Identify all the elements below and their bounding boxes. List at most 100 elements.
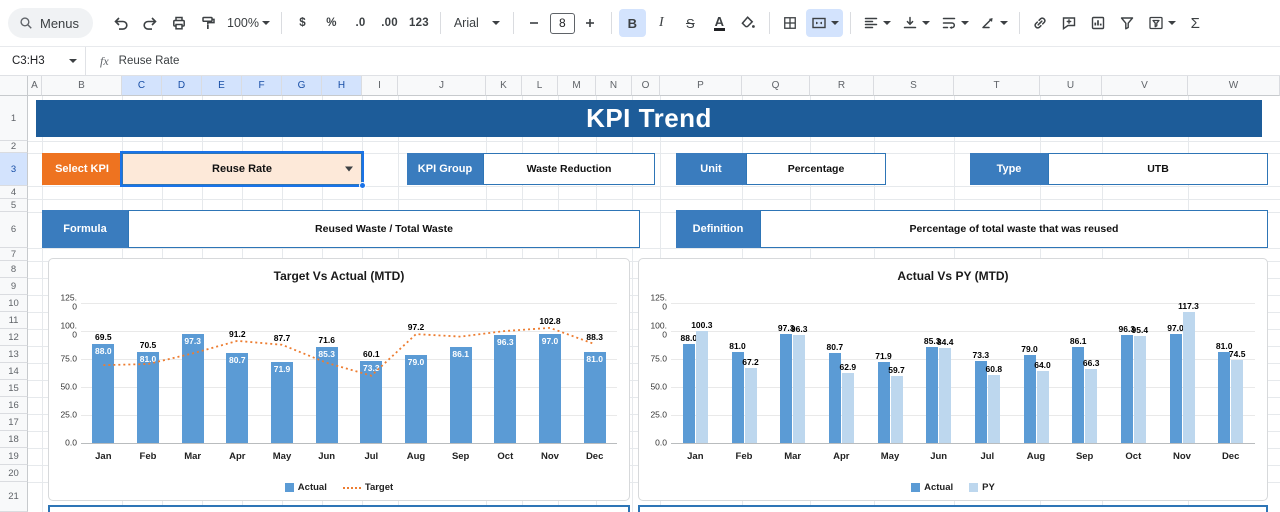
- horizontal-align-button[interactable]: [858, 9, 895, 37]
- legend-item: Actual: [911, 482, 953, 493]
- data-label: 79.0: [1021, 343, 1038, 354]
- type-value[interactable]: UTB: [1048, 153, 1268, 185]
- formula-input[interactable]: Reuse Rate: [118, 55, 180, 67]
- definition-value[interactable]: Percentage of total waste that was reuse…: [760, 210, 1268, 248]
- sheet-area[interactable]: KPI Trend Select KPI Reuse Rate KPI Grou…: [28, 96, 1280, 512]
- insert-link-button[interactable]: [1027, 9, 1054, 37]
- text-rotation-button[interactable]: [975, 9, 1012, 37]
- column-header-M[interactable]: M: [558, 76, 596, 96]
- column-header-A[interactable]: A: [28, 76, 42, 96]
- unit-value[interactable]: Percentage: [746, 153, 886, 185]
- redo-button[interactable]: [136, 9, 163, 37]
- increase-font-size-button[interactable]: [577, 9, 604, 37]
- column-header-T[interactable]: T: [954, 76, 1040, 96]
- row-header-5[interactable]: 5: [0, 199, 28, 212]
- row-header-6[interactable]: 6: [0, 212, 28, 248]
- row-header-19[interactable]: 19: [0, 448, 28, 465]
- font-size-input[interactable]: 8: [549, 12, 575, 34]
- merge-cells-button[interactable]: [805, 9, 843, 37]
- chart-target-vs-actual[interactable]: Target Vs Actual (MTD) 0.0 25.0 50.0 75.0 10…: [48, 258, 630, 501]
- column-header-I[interactable]: I: [362, 76, 398, 96]
- vertical-align-button[interactable]: [897, 9, 934, 37]
- column-header-K[interactable]: K: [486, 76, 522, 96]
- functions-button[interactable]: Σ: [1190, 14, 1200, 32]
- column-header-J[interactable]: J: [398, 76, 486, 96]
- data-label: 62.9: [839, 361, 857, 372]
- decrease-decimal-button[interactable]: .0: [355, 17, 366, 29]
- column-header-O[interactable]: O: [632, 76, 660, 96]
- select-all-corner[interactable]: [0, 76, 28, 96]
- row-header-4[interactable]: 4: [0, 186, 28, 199]
- column-header-H[interactable]: H: [322, 76, 362, 96]
- column-header-R[interactable]: R: [810, 76, 874, 96]
- kpi-group-value[interactable]: Waste Reduction: [483, 153, 655, 185]
- decrease-font-size-button[interactable]: [521, 9, 548, 37]
- fill-color-button[interactable]: [735, 9, 762, 37]
- paint-format-button[interactable]: [194, 9, 221, 37]
- row-header-15[interactable]: 15: [0, 380, 28, 397]
- column-header-W[interactable]: W: [1188, 76, 1280, 96]
- create-filter-button[interactable]: [1114, 9, 1141, 37]
- row-header-17[interactable]: 17: [0, 414, 28, 431]
- kpi-group-label: KPI Group: [407, 153, 483, 185]
- row-header-2[interactable]: 2: [0, 141, 28, 153]
- italic-button[interactable]: I: [658, 15, 664, 30]
- menus-button[interactable]: Menus: [8, 8, 94, 38]
- insert-chart-button[interactable]: [1085, 9, 1112, 37]
- data-label: 97.2: [407, 322, 425, 333]
- text-wrap-button[interactable]: [936, 9, 973, 37]
- cell-reference-box[interactable]: C3:H3: [0, 47, 86, 75]
- column-header-Q[interactable]: Q: [742, 76, 810, 96]
- undo-button[interactable]: [107, 9, 134, 37]
- x-tick-label: Mar: [184, 451, 202, 462]
- row-header-8[interactable]: 8: [0, 261, 28, 278]
- row-header-13[interactable]: 13: [0, 346, 28, 363]
- font-select[interactable]: Arial: [448, 9, 506, 37]
- chart-actual-vs-py[interactable]: Actual Vs PY (MTD) 0.0 25.0 50.0 75.0 100.0 1…: [638, 258, 1268, 501]
- column-header-V[interactable]: V: [1102, 76, 1188, 96]
- row-header-18[interactable]: 18: [0, 431, 28, 448]
- column-header-D[interactable]: D: [162, 76, 202, 96]
- x-tick-label: Jul: [980, 451, 995, 462]
- formula-value[interactable]: Reused Waste / Total Waste: [128, 210, 640, 248]
- column-header-L[interactable]: L: [522, 76, 558, 96]
- row-header-9[interactable]: 9: [0, 278, 28, 295]
- number-format-button[interactable]: 123: [409, 17, 429, 29]
- row-header-12[interactable]: 12: [0, 329, 28, 346]
- format-percent-button[interactable]: %: [326, 17, 337, 29]
- print-button[interactable]: [165, 9, 192, 37]
- row-header-16[interactable]: 16: [0, 397, 28, 414]
- row-header-1[interactable]: 1: [0, 96, 28, 141]
- text-color-button[interactable]: A: [706, 9, 733, 37]
- column-header-S[interactable]: S: [874, 76, 954, 96]
- column-header-F[interactable]: F: [242, 76, 282, 96]
- select-kpi-dropdown[interactable]: Reuse Rate: [122, 153, 366, 189]
- bold-button[interactable]: B: [618, 9, 646, 37]
- column-header-B[interactable]: B: [42, 76, 122, 96]
- column-header-E[interactable]: E: [202, 76, 242, 96]
- row-header-14[interactable]: 14: [0, 363, 28, 380]
- merge-cells-icon: [812, 17, 826, 29]
- column-header-N[interactable]: N: [596, 76, 632, 96]
- format-currency-button[interactable]: $: [299, 17, 306, 29]
- column-header-P[interactable]: P: [660, 76, 742, 96]
- row-header-7[interactable]: 7: [0, 248, 28, 261]
- borders-button[interactable]: [777, 9, 804, 37]
- add-comment-button[interactable]: [1056, 9, 1083, 37]
- strikethrough-button[interactable]: S: [685, 15, 695, 31]
- zoom-select[interactable]: 100%: [223, 9, 274, 37]
- filter-views-button[interactable]: [1143, 9, 1180, 37]
- increase-decimal-button[interactable]: .00: [381, 17, 398, 29]
- selection-fill-handle[interactable]: [359, 182, 366, 189]
- chart-gridline: [81, 415, 617, 416]
- x-tick-label: Feb: [139, 451, 157, 462]
- row-header-3[interactable]: 3: [0, 153, 28, 186]
- column-header-U[interactable]: U: [1040, 76, 1102, 96]
- row-header-21[interactable]: 21: [0, 482, 28, 512]
- row-header-20[interactable]: 20: [0, 465, 28, 482]
- row-header-10[interactable]: 10: [0, 295, 28, 312]
- column-header-C[interactable]: C: [122, 76, 162, 96]
- data-label: 88.3: [586, 332, 603, 343]
- row-header-11[interactable]: 11: [0, 312, 28, 329]
- column-header-G[interactable]: G: [282, 76, 322, 96]
